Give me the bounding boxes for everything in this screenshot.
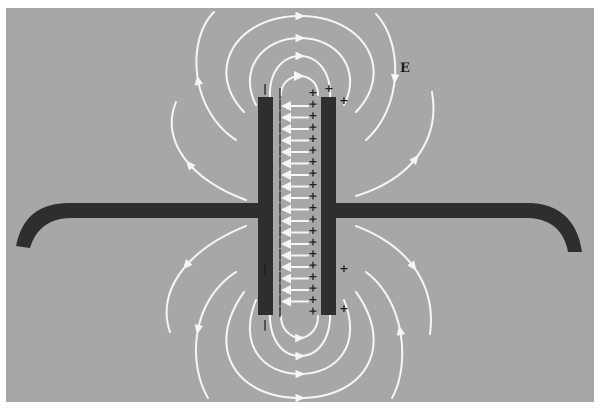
positive-charge-sign: + bbox=[308, 259, 317, 272]
positive-charge-sign: + bbox=[308, 155, 317, 168]
field-lines bbox=[165, 11, 435, 403]
field-arrowhead bbox=[194, 75, 204, 86]
positive-charge-sign: + bbox=[308, 144, 317, 157]
field-line-left-lower bbox=[165, 225, 247, 333]
positive-charge-sign: + bbox=[324, 82, 333, 95]
field-arrowhead bbox=[390, 73, 400, 84]
field-arrowhead bbox=[295, 51, 306, 61]
positive-charge-sign: + bbox=[308, 121, 317, 134]
positive-charge-sign: + bbox=[308, 282, 317, 295]
positive-charge-sign: + bbox=[308, 224, 317, 237]
positive-charge-sign: + bbox=[339, 262, 348, 275]
positive-charge-sign: + bbox=[308, 86, 317, 99]
positive-charge-sign: + bbox=[308, 201, 317, 214]
right-wire bbox=[336, 203, 582, 252]
negative-charge-sign: | bbox=[278, 155, 282, 168]
negative-charge-sign: | bbox=[278, 305, 282, 318]
positive-charge-sign: + bbox=[308, 247, 317, 260]
negative-charge-sign: | bbox=[278, 109, 282, 122]
negative-charge-sign: | bbox=[278, 178, 282, 191]
field-arrowhead bbox=[295, 369, 306, 379]
field-arrowhead bbox=[396, 325, 406, 336]
positive-charge-sign: + bbox=[308, 98, 317, 111]
field-label: E bbox=[400, 61, 410, 76]
positive-charge-sign: + bbox=[308, 293, 317, 306]
positive-charge-sign: + bbox=[308, 190, 317, 203]
positive-charge-sign: + bbox=[339, 302, 348, 315]
negative-charge-sign: | bbox=[278, 98, 282, 111]
field-arrowhead bbox=[295, 71, 305, 81]
positive-charge-sign: + bbox=[308, 178, 317, 191]
field-line-left-upper bbox=[170, 101, 247, 201]
left-plate bbox=[258, 97, 273, 315]
field-arrowhead bbox=[295, 333, 305, 343]
field-line-right-upper bbox=[355, 91, 435, 197]
field-line-top-5 bbox=[195, 11, 237, 141]
positive-charge-sign: + bbox=[308, 132, 317, 145]
field-arrowhead bbox=[185, 160, 196, 171]
negative-charge-sign: | bbox=[278, 167, 282, 180]
field-arrowhead bbox=[407, 260, 417, 271]
positive-charge-sign: + bbox=[308, 270, 317, 283]
positive-charge-sign: + bbox=[308, 305, 317, 318]
negative-charge-sign: | bbox=[278, 132, 282, 145]
negative-charge-sign: | bbox=[278, 270, 282, 283]
negative-charge-sign: | bbox=[263, 318, 267, 331]
field-arrowhead bbox=[295, 393, 306, 403]
field-arrowhead bbox=[194, 324, 204, 335]
positive-charge-sign: + bbox=[308, 167, 317, 180]
negative-charge-sign: | bbox=[263, 262, 267, 275]
left-wire bbox=[16, 203, 258, 248]
positive-charge-sign: + bbox=[308, 213, 317, 226]
field-arrowhead bbox=[295, 11, 306, 21]
right-plate bbox=[321, 97, 336, 315]
negative-charge-sign: | bbox=[278, 144, 282, 157]
negative-charge-sign: | bbox=[278, 201, 282, 214]
negative-charge-sign: | bbox=[278, 247, 282, 260]
negative-charge-sign: | bbox=[278, 190, 282, 203]
field-arrowhead bbox=[182, 259, 193, 270]
negative-charge-sign: | bbox=[278, 293, 282, 306]
negative-charge-sign: | bbox=[263, 82, 267, 95]
positive-charge-sign: + bbox=[308, 236, 317, 249]
field-arrowhead bbox=[409, 154, 419, 166]
positive-charge-sign: + bbox=[308, 109, 317, 122]
negative-charge-sign: | bbox=[278, 259, 282, 272]
negative-charge-sign: | bbox=[278, 213, 282, 226]
internal-field-lines bbox=[281, 101, 309, 307]
field-arrowhead bbox=[295, 351, 306, 361]
field-arrowhead bbox=[295, 33, 306, 43]
negative-charge-sign: | bbox=[278, 224, 282, 237]
negative-charge-sign: | bbox=[278, 86, 282, 99]
field-line-right-lower bbox=[355, 225, 432, 335]
positive-charges: ++++++++++++++++++++++++ bbox=[308, 82, 348, 318]
negative-charge-sign: | bbox=[278, 282, 282, 295]
negative-charge-sign: | bbox=[278, 121, 282, 134]
negative-charges: ||||||||||||||||||||||| bbox=[263, 82, 282, 331]
positive-charge-sign: + bbox=[339, 94, 348, 107]
negative-charge-sign: | bbox=[278, 236, 282, 249]
